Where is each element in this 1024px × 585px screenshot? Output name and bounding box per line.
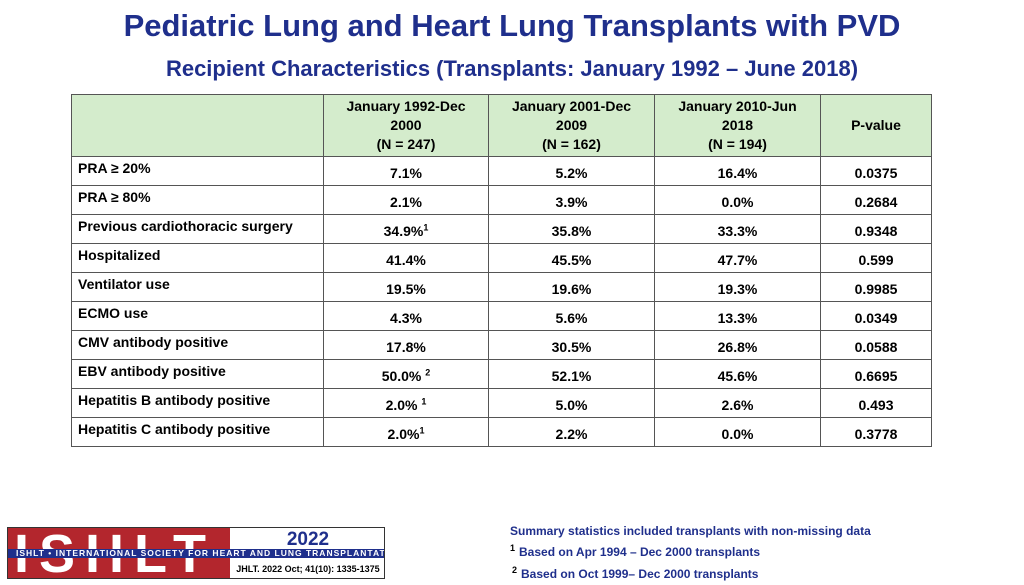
cell-era-1992-2000: 50.0% 2 bbox=[323, 359, 489, 389]
journal-citation: JHLT. 2022 Oct; 41(10): 1335-1375 bbox=[236, 564, 380, 574]
footnote-2: 2 Based on Oct 1999– Dec 2000 transplants bbox=[512, 565, 759, 582]
footnote-2-marker: 2 bbox=[512, 565, 518, 575]
header-era-2001-2009: January 2001-Dec 2009 (N = 162) bbox=[488, 94, 655, 157]
cell-era-1992-2000: 19.5% bbox=[323, 272, 489, 302]
cell-p-value: 0.6695 bbox=[820, 359, 932, 389]
ishlt-logo: ISHLT ISHLT • INTERNATIONAL SOCIETY FOR … bbox=[7, 527, 385, 579]
cell-era-2001-2009: 2.2% bbox=[488, 417, 655, 447]
table-row: Hospitalized 41.4% 45.5% 47.7% 0.599 bbox=[71, 243, 932, 273]
cell-era-1992-2000: 2.0%1 bbox=[323, 417, 489, 447]
footnote-marker: 1 bbox=[421, 396, 427, 407]
row-label: Hospitalized bbox=[71, 243, 324, 273]
header-era-2010-2018: January 2010-Jun 2018 (N = 194) bbox=[654, 94, 821, 157]
cell-p-value: 0.599 bbox=[820, 243, 932, 273]
footnote-marker: 1 bbox=[423, 222, 429, 233]
footnote-marker: 1 bbox=[419, 425, 425, 436]
table-row: CMV antibody positive 17.8% 30.5% 26.8% 0.05… bbox=[71, 330, 932, 360]
cell-p-value: 0.0588 bbox=[820, 330, 932, 360]
row-label: ECMO use bbox=[71, 301, 324, 331]
cell-era-2010-2018: 2.6% bbox=[654, 388, 821, 418]
cell-p-value: 0.0349 bbox=[820, 301, 932, 331]
header-era-1992-2000: January 1992-Dec 2000 (N = 247) bbox=[323, 94, 489, 157]
cell-era-2010-2018: 19.3% bbox=[654, 272, 821, 302]
row-label: EBV antibody positive bbox=[71, 359, 324, 389]
table-row: EBV antibody positive 50.0% 2 52.1% 45.6% 0.… bbox=[71, 359, 932, 389]
cell-era-2001-2009: 30.5% bbox=[488, 330, 655, 360]
row-label: CMV antibody positive bbox=[71, 330, 324, 360]
footnote-1: 1 Based on Apr 1994 – Dec 2000 transplant… bbox=[510, 543, 761, 560]
page-title: Pediatric Lung and Heart Lung Transplant… bbox=[123, 8, 901, 43]
cell-era-1992-2000: 7.1% bbox=[323, 156, 489, 186]
cell-p-value: 0.0375 bbox=[820, 156, 932, 186]
header-p-value: P-value bbox=[820, 94, 932, 157]
cell-p-value: 0.9985 bbox=[820, 272, 932, 302]
cell-era-2001-2009: 5.0% bbox=[488, 388, 655, 418]
summary-note: Summary statistics included transplants … bbox=[510, 524, 871, 538]
table-row: Ventilator use 19.5% 19.6% 19.3% 0.9985 bbox=[71, 272, 932, 302]
ishlt-logo-band: ISHLT • INTERNATIONAL SOCIETY FOR HEART … bbox=[8, 549, 384, 558]
cell-era-2010-2018: 0.0% bbox=[654, 185, 821, 215]
cell-era-2010-2018: 16.4% bbox=[654, 156, 821, 186]
cell-era-1992-2000: 34.9%1 bbox=[323, 214, 489, 244]
cell-era-1992-2000: 2.1% bbox=[323, 185, 489, 215]
table-row: Hepatitis C antibody positive 2.0%1 2.2% 0.… bbox=[71, 417, 932, 447]
row-label: PRA ≥ 20% bbox=[71, 156, 324, 186]
footnote-1-marker: 1 bbox=[510, 543, 516, 553]
cell-era-2010-2018: 47.7% bbox=[654, 243, 821, 273]
cell-era-2010-2018: 13.3% bbox=[654, 301, 821, 331]
cell-era-2010-2018: 26.8% bbox=[654, 330, 821, 360]
table-row: PRA ≥ 20% 7.1% 5.2% 16.4% 0.0375 bbox=[71, 156, 932, 186]
table-row: Previous cardiothoracic surgery 34.9%1 35.… bbox=[71, 214, 932, 244]
cell-p-value: 0.3778 bbox=[820, 417, 932, 447]
footnote-2-text: Based on Oct 1999– Dec 2000 transplants bbox=[521, 567, 759, 581]
footnote-1-text: Based on Apr 1994 – Dec 2000 transplants bbox=[519, 545, 761, 559]
table-header-row: January 1992-Dec 2000 (N = 247) January … bbox=[71, 94, 932, 157]
cell-p-value: 0.9348 bbox=[820, 214, 932, 244]
row-label: Previous cardiothoracic surgery bbox=[71, 214, 324, 244]
row-label: Hepatitis B antibody positive bbox=[71, 388, 324, 418]
table-row: PRA ≥ 80% 2.1% 3.9% 0.0% 0.2684 bbox=[71, 185, 932, 215]
cell-era-1992-2000: 41.4% bbox=[323, 243, 489, 273]
table-row: ECMO use 4.3% 5.6% 13.3% 0.0349 bbox=[71, 301, 932, 331]
cell-era-2010-2018: 45.6% bbox=[654, 359, 821, 389]
header-empty-cell bbox=[71, 94, 324, 157]
cell-era-2001-2009: 3.9% bbox=[488, 185, 655, 215]
cell-p-value: 0.493 bbox=[820, 388, 932, 418]
cell-era-2001-2009: 35.8% bbox=[488, 214, 655, 244]
cell-era-2001-2009: 45.5% bbox=[488, 243, 655, 273]
table-row: Hepatitis B antibody positive 2.0% 1 5.0% 2… bbox=[71, 388, 932, 418]
cell-era-2010-2018: 0.0% bbox=[654, 417, 821, 447]
recipient-characteristics-table: January 1992-Dec 2000 (N = 247) January … bbox=[71, 94, 932, 447]
cell-era-2010-2018: 33.3% bbox=[654, 214, 821, 244]
cell-era-1992-2000: 17.8% bbox=[323, 330, 489, 360]
row-label: PRA ≥ 80% bbox=[71, 185, 324, 215]
cell-era-2001-2009: 52.1% bbox=[488, 359, 655, 389]
page-subtitle: Recipient Characteristics (Transplants: … bbox=[165, 56, 859, 81]
cell-era-1992-2000: 4.3% bbox=[323, 301, 489, 331]
cell-era-2001-2009: 5.6% bbox=[488, 301, 655, 331]
footnote-marker: 2 bbox=[425, 367, 431, 378]
cell-era-2001-2009: 5.2% bbox=[488, 156, 655, 186]
cell-era-2001-2009: 19.6% bbox=[488, 272, 655, 302]
row-label: Hepatitis C antibody positive bbox=[71, 417, 324, 447]
row-label: Ventilator use bbox=[71, 272, 324, 302]
logo-year: 2022 bbox=[286, 529, 330, 550]
cell-era-1992-2000: 2.0% 1 bbox=[323, 388, 489, 418]
cell-p-value: 0.2684 bbox=[820, 185, 932, 215]
